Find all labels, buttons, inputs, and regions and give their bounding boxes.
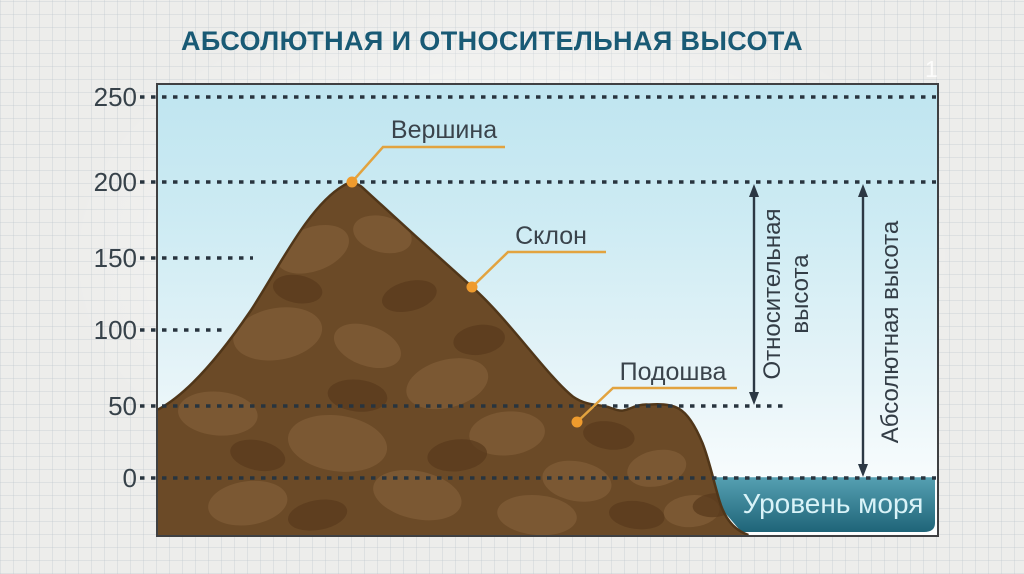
page-marker: 1	[925, 56, 938, 82]
axis-tick-150: 150	[94, 243, 137, 273]
chart-frame	[156, 83, 939, 537]
slide-title: АБСОЛЮТНАЯ И ОТНОСИТЕЛЬНАЯ ВЫСОТА	[180, 26, 804, 56]
sea-shape	[694, 477, 936, 533]
y-axis: 250 200 150 100 50 0	[94, 82, 137, 493]
axis-tick-200: 200	[94, 167, 137, 197]
axis-tick-250: 250	[94, 82, 137, 112]
axis-tick-0: 0	[123, 463, 137, 493]
mountain-outline	[158, 181, 749, 535]
axis-tick-50: 50	[108, 391, 137, 421]
axis-tick-100: 100	[94, 315, 137, 345]
terrain-canvas	[158, 181, 936, 535]
